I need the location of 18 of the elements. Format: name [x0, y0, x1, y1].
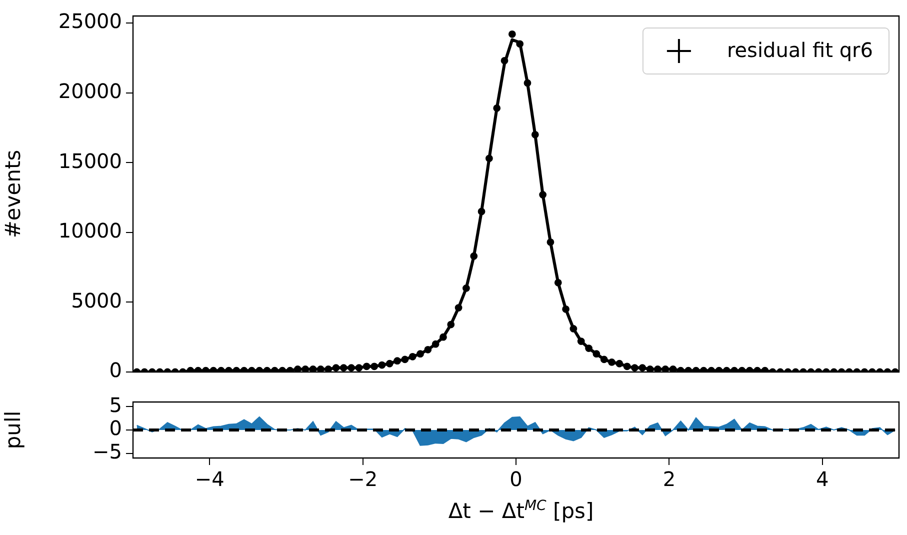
x-axis-title: Δt − Δt$^{MC}$ [ps]: [447, 498, 595, 523]
y-tick-label: 10000: [58, 218, 122, 243]
y-tick-label: 20000: [58, 78, 122, 103]
y-tick-label: −5: [92, 440, 122, 464]
x-tick-label: −4: [194, 467, 224, 492]
y-tick-label: 5000: [71, 288, 122, 312]
x-tick-label: 2: [662, 467, 676, 492]
y-tick-label: 25000: [58, 9, 122, 34]
x-tick-label: 4: [816, 467, 829, 492]
legend-label: residual fit qr6: [726, 38, 873, 62]
y-tick-label: 5: [109, 392, 122, 417]
x-tick-label: −2: [348, 467, 378, 492]
y-tick-label: 0: [109, 416, 122, 440]
y-axis-title: pull: [1, 410, 26, 450]
y-axis-title: #events: [1, 150, 26, 238]
y-tick-label: 0: [109, 358, 122, 382]
y-tick-label: 15000: [58, 148, 122, 173]
x-tick-label: 0: [510, 467, 522, 492]
